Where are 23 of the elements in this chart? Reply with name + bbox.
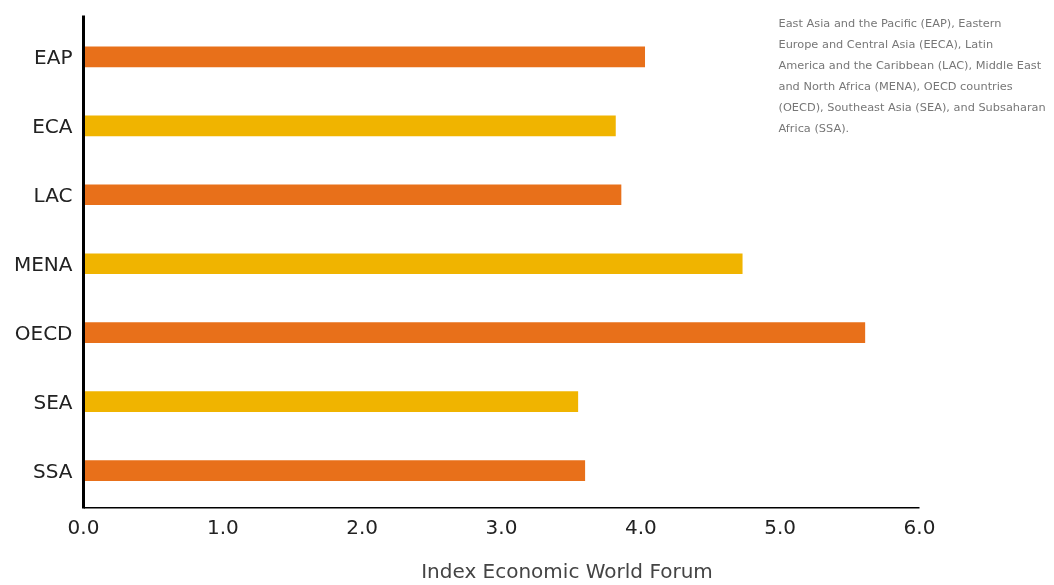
y-tick-label: EAP bbox=[34, 44, 73, 69]
x-tick-label: 1.0 bbox=[206, 514, 239, 539]
bar bbox=[83, 184, 622, 206]
x-tick-label: 0.0 bbox=[67, 514, 100, 539]
bar bbox=[83, 322, 866, 344]
annotation: East Asia and the Pacific (EAP), Eastern Europe and Central Asia (EECA), Latin America and the Caribbean (LAC), Middle East and North Africa (MENA), OECD countries (OECD), Southeast Asia (SEA), and Subsaharan Africa (SSA). bbox=[778, 15, 1046, 135]
bar bbox=[83, 391, 579, 412]
bar bbox=[83, 253, 743, 275]
y-tick-label: LAC bbox=[33, 182, 73, 207]
y-tick-label: ECA bbox=[32, 113, 73, 138]
bar bbox=[83, 115, 616, 137]
y-tick-label: MENA bbox=[13, 251, 73, 276]
x-tick-label: 2.0 bbox=[346, 514, 379, 539]
bar bbox=[83, 460, 586, 481]
x-tick-label: 3.0 bbox=[485, 514, 518, 539]
y-tick-label: SSA bbox=[33, 458, 73, 483]
x-tick-label: 6.0 bbox=[903, 514, 936, 539]
y-tick-label: OECD bbox=[14, 320, 73, 345]
x-tick-label: 4.0 bbox=[624, 514, 657, 539]
x-tick-label: 5.0 bbox=[764, 514, 797, 539]
bar bbox=[83, 46, 646, 68]
y-tick-label: SEA bbox=[33, 389, 73, 414]
x-axis-title: Index Economic World Forum bbox=[421, 558, 713, 583]
